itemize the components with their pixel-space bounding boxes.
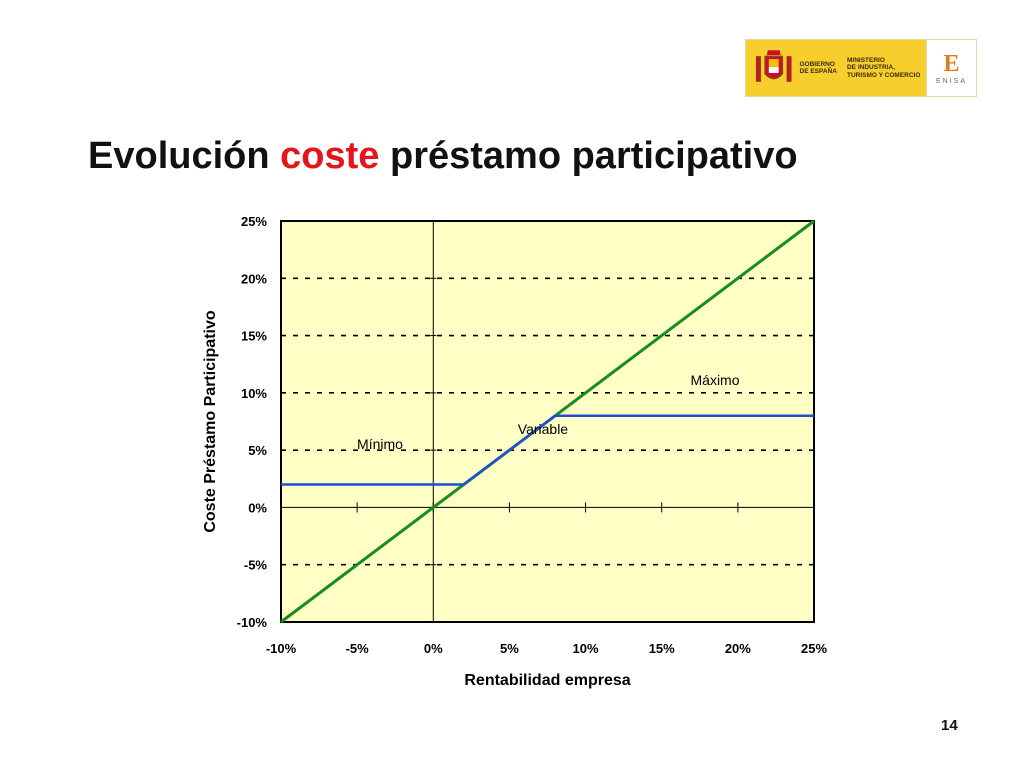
- x-tick-label: 25%: [801, 641, 827, 656]
- ministry-text: MINISTERIO DE INDUSTRIA, TURISMO Y COMER…: [846, 56, 921, 79]
- y-tick-label: 25%: [241, 214, 267, 229]
- enisa-wordmark: ENISA: [935, 77, 967, 85]
- plot-frame: [280, 220, 815, 623]
- slide-title: Evolución coste préstamo participativo: [88, 135, 798, 178]
- x-tick-label: 5%: [500, 641, 519, 656]
- y-tick-label: 15%: [241, 329, 267, 344]
- series-line-2: [281, 414, 814, 486]
- x-tick-label: 15%: [649, 641, 675, 656]
- gobierno-logo: GOBIERNO DE ESPAÑA MINISTERIO DE INDUSTR…: [746, 40, 926, 96]
- annotation-label: Mínimo: [357, 436, 403, 452]
- coat-of-arms-icon: [755, 50, 792, 82]
- y-tick-label: 5%: [248, 443, 267, 458]
- header-logo: GOBIERNO DE ESPAÑA MINISTERIO DE INDUSTR…: [745, 39, 977, 97]
- y-tick-label: 10%: [241, 386, 267, 401]
- x-tick-label: -5%: [346, 641, 370, 656]
- annotation-label: Máximo: [691, 372, 740, 388]
- enisa-letter: E: [943, 50, 960, 77]
- page-number: 14: [941, 717, 958, 734]
- enisa-logo: E ENISA: [926, 40, 976, 96]
- y-tick-label: -10%: [237, 615, 268, 630]
- title-part-1: Evolución: [88, 135, 281, 177]
- y-tick-label: -5%: [244, 558, 268, 573]
- x-tick-label: 20%: [725, 641, 751, 656]
- y-tick-label: 0%: [248, 500, 267, 515]
- title-part-2: préstamo participativo: [379, 135, 798, 177]
- annotation-label: Variable: [518, 421, 569, 437]
- y-tick-label: 20%: [241, 271, 267, 286]
- title-highlight: coste: [280, 135, 380, 177]
- x-tick-label: 0%: [424, 641, 443, 656]
- x-tick-label: -10%: [266, 641, 297, 656]
- gobierno-text: GOBIERNO DE ESPAÑA: [799, 60, 837, 76]
- x-axis-label: Rentabilidad empresa: [464, 672, 630, 689]
- x-tick-label: 10%: [573, 641, 599, 656]
- y-axis-label: Coste Préstamo Participativo: [202, 310, 219, 533]
